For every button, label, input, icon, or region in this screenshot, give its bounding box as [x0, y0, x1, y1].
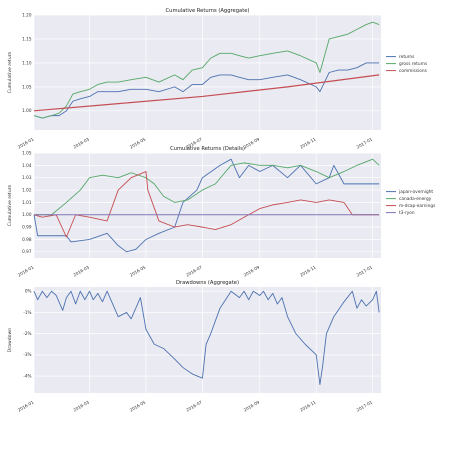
chart-title: Cumulative Returns (Details)	[170, 146, 245, 152]
x-tick-label: 2016-01	[17, 136, 35, 149]
y-tick-label: 1.00	[22, 108, 32, 113]
chart-title: Cumulative Returns (Aggregate)	[166, 8, 250, 14]
legend-label: t3-ryon	[399, 210, 415, 216]
y-tick-label: 0.99	[22, 225, 32, 230]
series-line-returns	[33, 62, 380, 119]
x-tick-label: 2017-01	[356, 136, 374, 149]
legend-label: japan-overnight	[398, 189, 433, 195]
y-tick-label: 1.05	[22, 150, 32, 155]
x-tick-label: 2016-03	[72, 264, 90, 277]
series-line-canada-energy	[34, 158, 380, 216]
y-tick-label: 1.20	[22, 12, 32, 17]
y-tick-label: 0%	[25, 289, 32, 294]
series-line-commissions	[33, 74, 380, 112]
x-tick-label: 2016-07	[185, 264, 203, 277]
series-line-m-dcap-earnings	[33, 171, 380, 238]
y-tick-label: -4%	[23, 373, 31, 378]
y-tick-label: 1.04	[22, 163, 32, 168]
legend-label: returns	[399, 54, 415, 60]
y-tick-label: -1%	[23, 310, 31, 315]
x-tick-label: 2016-11	[299, 136, 317, 149]
chart-panel-2: 0.97 0.98 0.99 1.00 1.01 1.02 1.03 1.04 1.05 2016…	[7, 146, 436, 278]
x-tick-label: 2017-01	[356, 399, 374, 412]
y-tick-label: 0.97	[22, 249, 32, 254]
legend-label: commissions	[399, 68, 428, 74]
x-tick-label: 2016-09	[243, 264, 261, 277]
x-tick-label: 2016-03	[72, 399, 90, 412]
y-tick-label: 1.05	[22, 84, 32, 89]
series-line-gross-returns	[33, 21, 380, 119]
x-tick-label: 2016-09	[243, 136, 261, 149]
legend: japan-overnightcanada-energym-dcap-earni…	[386, 189, 436, 216]
y-tick-label: 1.01	[22, 200, 32, 205]
x-tick-label: 2016-11	[299, 264, 317, 277]
y-tick-label: 1.15	[22, 36, 32, 41]
x-tick-label: 2016-09	[243, 399, 261, 412]
y-tick-label: 1.02	[22, 187, 32, 192]
y-axis-label: Cumulative return	[7, 52, 13, 94]
y-tick-label: -3%	[23, 352, 31, 357]
x-tick-label: 2016-03	[72, 136, 90, 149]
y-axis-label: Cumulative return	[7, 185, 13, 227]
x-tick-label: 2016-01	[17, 264, 35, 277]
y-tick-label: 1.00	[22, 212, 32, 217]
y-tick-label: -2%	[23, 331, 31, 336]
y-tick-label: 1.03	[22, 175, 32, 180]
x-tick-label: 2016-07	[185, 399, 203, 412]
y-axis-label: Drawdown	[7, 328, 13, 352]
plot-area	[34, 153, 381, 258]
series-line-drawdown	[33, 290, 380, 385]
legend-label: gross returns	[399, 61, 428, 67]
x-tick-label: 2016-05	[129, 399, 147, 412]
x-tick-label: 2016-11	[299, 399, 317, 412]
legend-label: canada-energy	[399, 196, 432, 202]
y-tick-label: 1.10	[22, 60, 32, 65]
x-tick-label: 2016-01	[17, 399, 35, 412]
x-tick-label: 2016-05	[129, 264, 147, 277]
chart-panel-1: 1.00 1.05 1.10 1.15 1.20 2016-01 2016-03 2016-0…	[7, 8, 428, 150]
series-line-japan-overnight	[33, 158, 380, 253]
chart-title: Drawdowns (Aggregate)	[176, 280, 239, 286]
chart-panel-3: 0% -1% -2% -3% -4% 2016-01 2016-03 2016-05 2016-…	[7, 280, 381, 413]
x-tick-label: 2016-05	[129, 136, 147, 149]
y-tick-label: 0.98	[22, 237, 32, 242]
legend-label: m-dcap-earnings	[399, 203, 436, 209]
x-tick-label: 2017-01	[356, 264, 374, 277]
